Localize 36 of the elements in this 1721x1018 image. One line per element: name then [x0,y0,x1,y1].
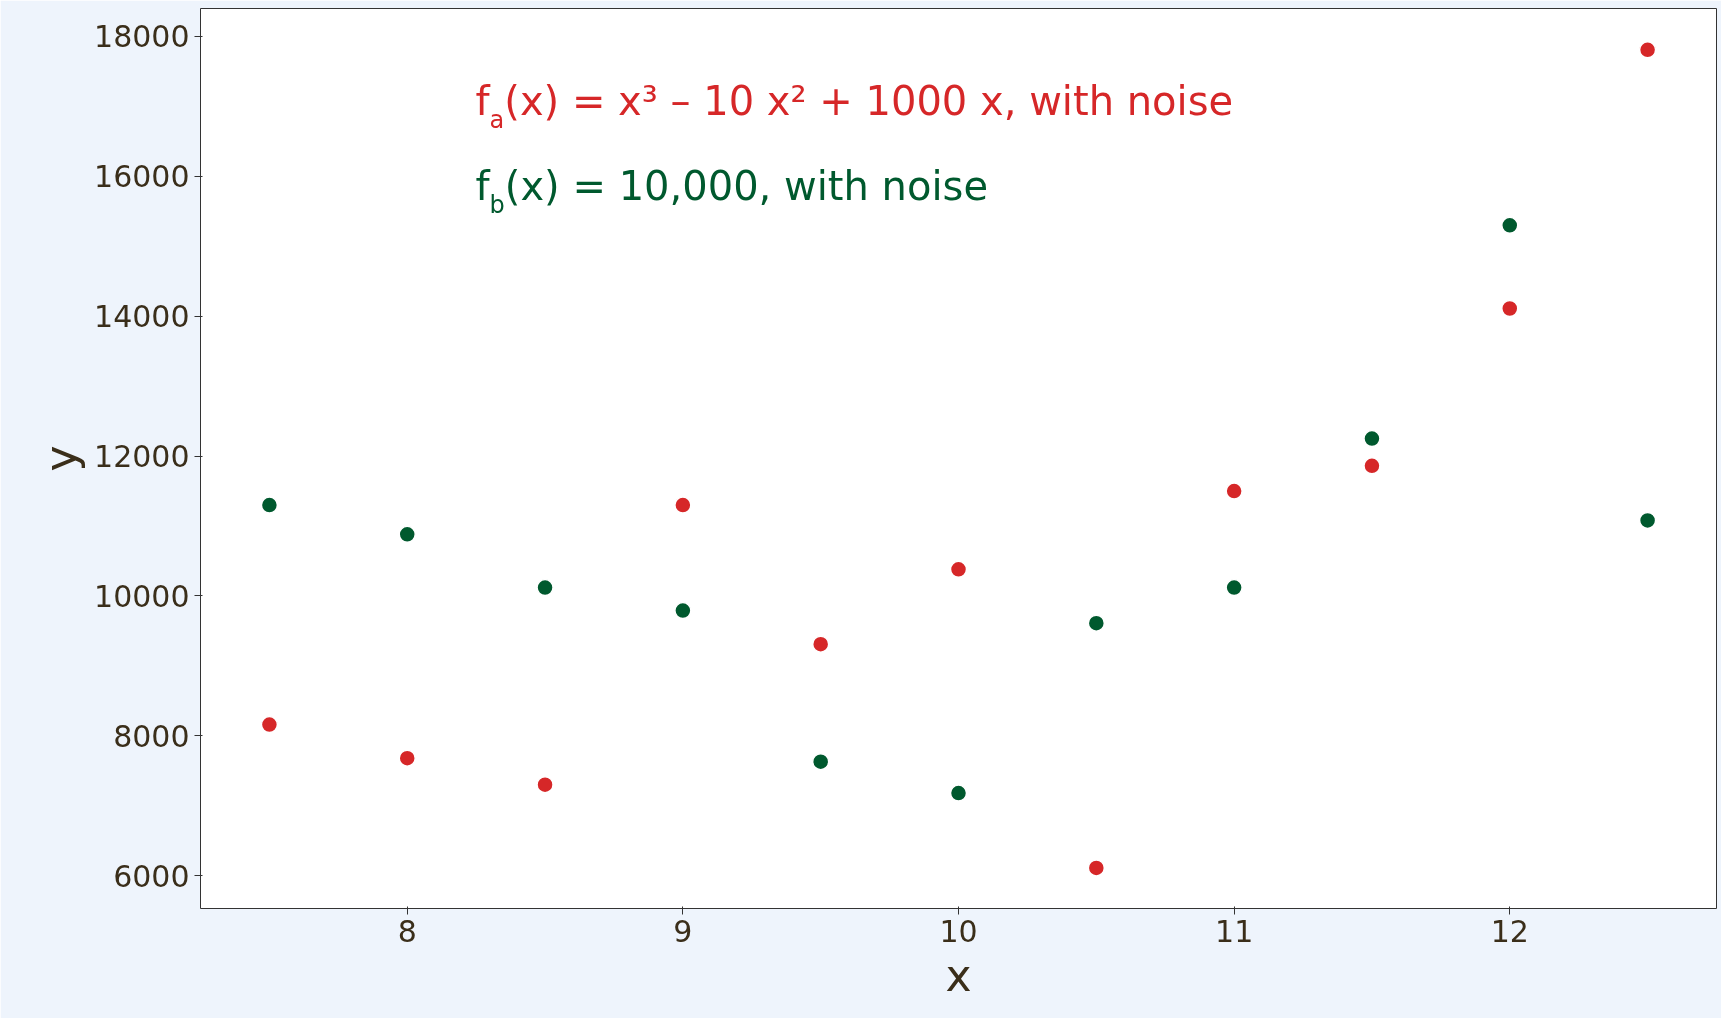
point [260,496,279,514]
point [1363,429,1381,448]
point [1501,299,1519,318]
point [1087,614,1106,632]
point [398,525,416,544]
point [1638,511,1657,530]
y-tick-label: 18000 [94,19,190,55]
point [811,635,830,653]
point [1225,578,1243,597]
point [1087,859,1106,877]
x-axis-title: x [945,949,972,1001]
y-tick-label: 8000 [113,718,190,754]
x-tick-label: 12 [1490,913,1529,949]
point [536,775,554,794]
point [398,749,416,767]
y-axis-title: y [35,445,87,472]
point [536,578,554,597]
x-tick-label: 10 [939,913,978,949]
point [674,496,692,514]
y-tick-label: 12000 [94,439,190,475]
point [1501,216,1519,235]
y-tick-label: 16000 [94,159,190,195]
x-tick-label: 9 [673,913,693,949]
y-tick-label: 14000 [94,299,190,335]
y-tick-label: 6000 [113,858,190,894]
x-tick-label: 8 [397,913,417,949]
y-tick-label: 10000 [94,578,190,614]
point [949,784,968,802]
point [811,752,830,771]
point [1638,41,1657,59]
point [1225,482,1243,500]
point [1363,457,1381,475]
point [674,601,692,620]
point [949,560,968,579]
point [260,715,279,734]
x-tick-label: 11 [1215,913,1254,949]
